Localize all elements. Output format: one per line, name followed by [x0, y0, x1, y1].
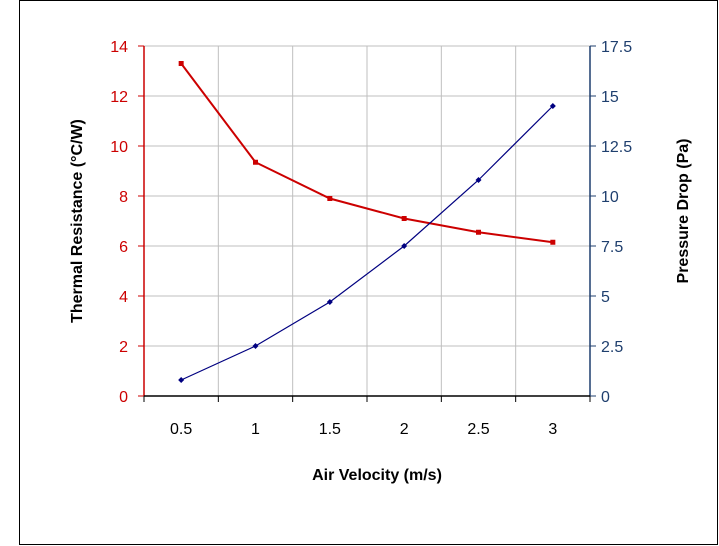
right-tick-label: 12.5 [601, 139, 632, 156]
right-tick-label: 5 [601, 289, 610, 306]
right-tick-label: 15 [601, 89, 619, 106]
right-tick-label: 10 [601, 189, 619, 206]
series-point-right [326, 299, 333, 305]
left-tick-label: 14 [110, 39, 128, 56]
series-point-left [550, 239, 556, 245]
series-point-left [253, 159, 258, 165]
series-point-right [475, 177, 482, 183]
right-tick-label: 0 [601, 389, 610, 406]
left-tick-label: 0 [119, 389, 128, 406]
left-tick-label: 12 [110, 89, 128, 106]
series-point-left [327, 196, 333, 201]
x-axis-title: Air Velocity (m/s) [312, 467, 442, 484]
x-tick-label: 2 [400, 421, 409, 438]
left-tick-label: 8 [119, 189, 128, 206]
right-tick-label: 17.5 [601, 39, 632, 56]
right-tick-label: 2.5 [601, 339, 623, 356]
series-point-left [476, 229, 481, 235]
series-point-left [178, 61, 184, 66]
right-tick-label: 7.5 [601, 239, 623, 256]
left-tick-label: 6 [119, 239, 128, 256]
x-tick-label: 0.5 [170, 421, 192, 438]
right-axis-title: Pressure Drop (Pa) [675, 139, 692, 284]
x-tick-label: 2.5 [467, 421, 489, 438]
series-point-right [252, 343, 259, 349]
x-tick-label: 1.5 [319, 421, 341, 438]
series-line-left [180, 62, 553, 244]
left-tick-label: 10 [110, 139, 128, 156]
series-point-right [178, 377, 185, 383]
left-axis-title: Thermal Resistance (°C/W) [69, 119, 86, 323]
x-tick-label: 3 [548, 421, 557, 438]
series-point-right [549, 103, 556, 109]
series-point-left [401, 216, 407, 221]
left-tick-label: 2 [119, 339, 128, 356]
series-line-right [180, 105, 554, 381]
x-tick-label: 1 [251, 421, 260, 438]
left-tick-label: 4 [119, 289, 128, 306]
series-point-right [401, 243, 408, 249]
